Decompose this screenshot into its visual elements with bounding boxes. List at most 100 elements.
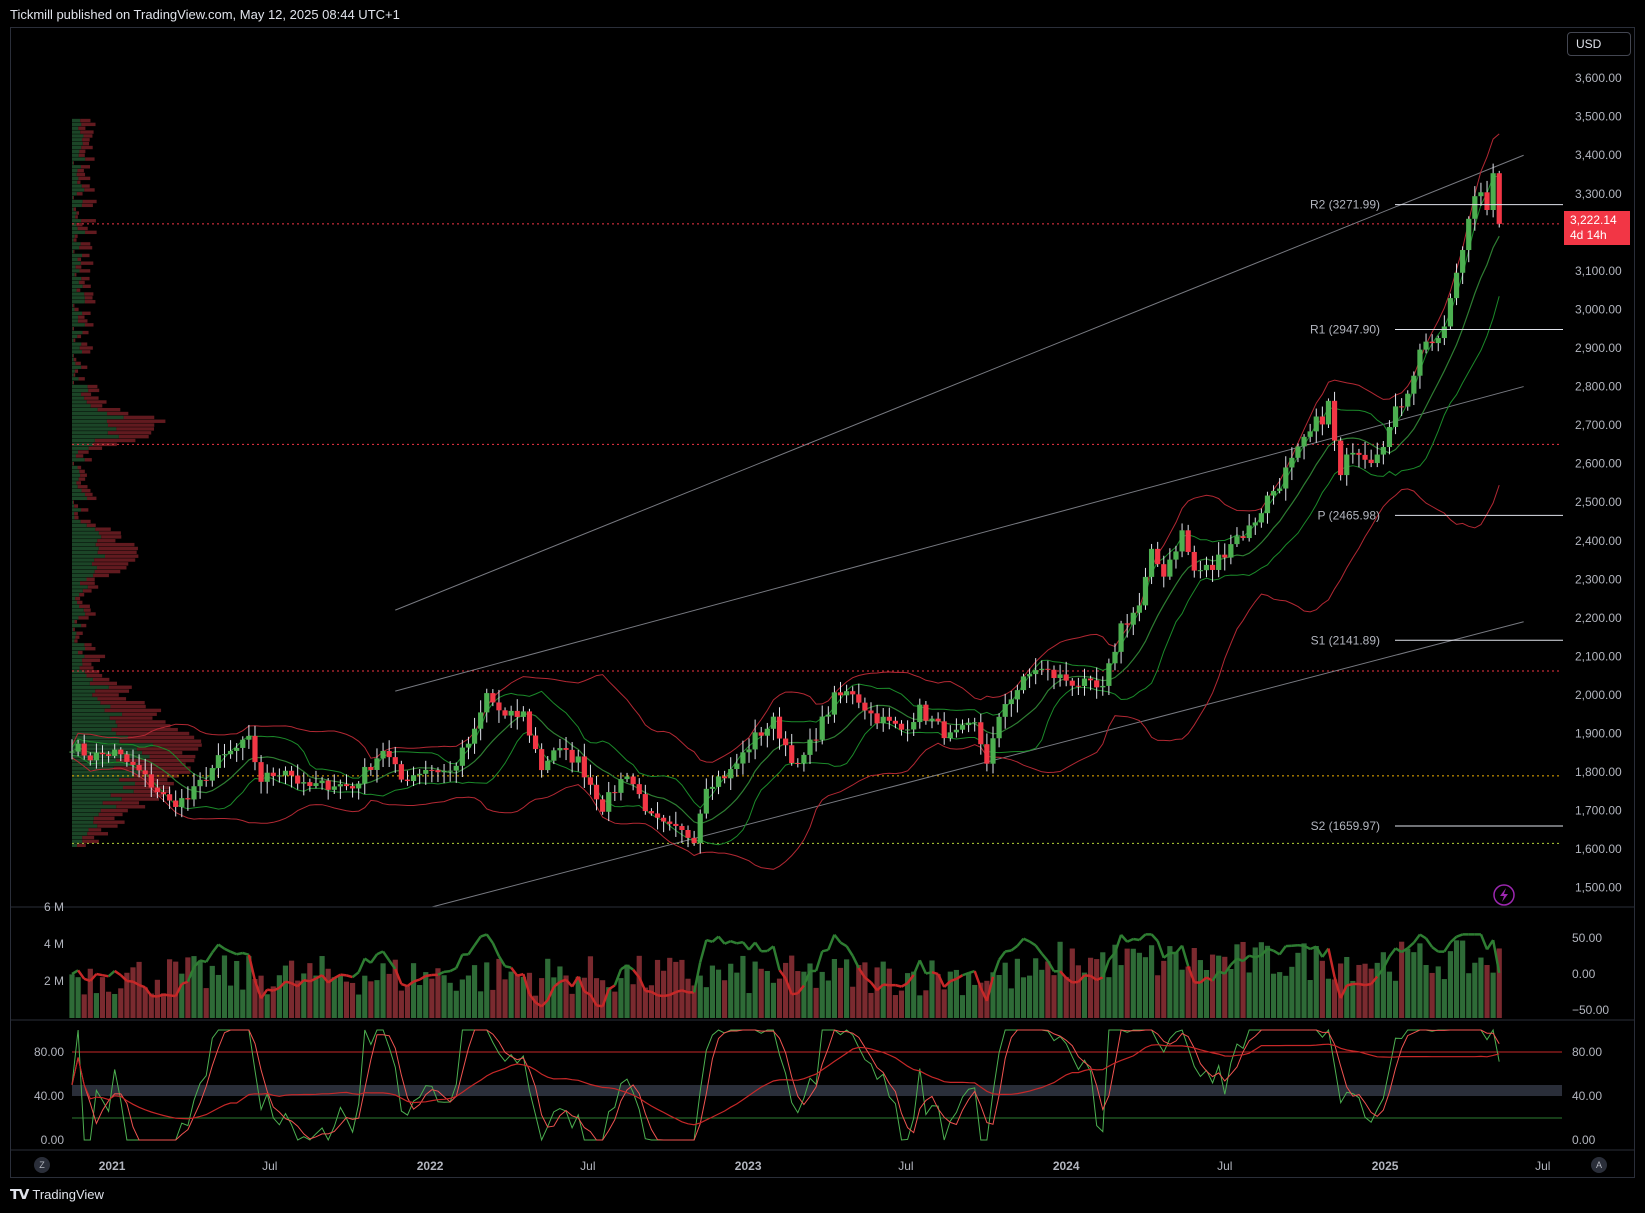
volume-profile-sell (82, 199, 97, 204)
volume-profile-sell (88, 828, 102, 832)
oscillator-line (260, 988, 269, 1000)
volume-profile-buy (72, 573, 94, 578)
volume-profile-buy (72, 357, 74, 362)
volume-profile-buy (72, 280, 79, 285)
oscillator-line (83, 977, 91, 983)
volume-bar (1209, 954, 1216, 1018)
zoom-reset-button[interactable]: Z (34, 1157, 50, 1173)
currency-button[interactable]: USD (1567, 32, 1631, 56)
oscillator-line (1449, 935, 1458, 944)
oscillator-line (199, 959, 207, 964)
volume-profile-sell (77, 334, 82, 339)
volume-bar (990, 972, 996, 1018)
volume-profile-sell (75, 635, 80, 639)
time-tick-label: 2023 (735, 1159, 762, 1173)
volume-profile (72, 118, 202, 848)
oscillator-line (1443, 941, 1452, 953)
volume-profile-sell (122, 785, 170, 790)
oscillator-line (425, 973, 433, 978)
volume-profile-buy (72, 566, 97, 570)
candle-body (1179, 530, 1185, 552)
oscillator-line (473, 935, 482, 947)
candle-body (349, 786, 356, 789)
candle-body (1118, 623, 1124, 652)
volume-profile-sell (138, 770, 191, 774)
volume-profile-sell (76, 192, 83, 196)
price-tick-label: 2,600.00 (1575, 457, 1622, 471)
candle-body (258, 762, 264, 782)
volume-bar (252, 979, 258, 1018)
oscillator-line (851, 955, 860, 969)
volume-profile-buy (72, 253, 83, 258)
candle-body (880, 716, 886, 724)
candle-body (593, 784, 600, 800)
volume-profile-sell (80, 130, 94, 134)
oscillator-line (979, 987, 989, 1002)
volume-profile-buy (72, 793, 111, 797)
volume-bar (331, 977, 337, 1018)
volume-profile-buy (72, 461, 73, 466)
oscillator-line (1321, 947, 1330, 958)
volume-profile-sell (73, 354, 74, 358)
volume-profile-sell (133, 774, 179, 778)
auto-scale-button[interactable]: A (1591, 1157, 1607, 1173)
candle-body (563, 748, 569, 750)
volume-profile-sell (92, 693, 119, 697)
volume-profile-buy (72, 249, 74, 254)
candle-body (947, 732, 953, 739)
volume-profile-buy (72, 407, 98, 412)
candle-body (1234, 536, 1240, 545)
volume-bar (905, 973, 911, 1018)
candle-body (990, 738, 996, 764)
oscillator-line (962, 971, 970, 977)
candle-body (465, 743, 472, 748)
volume-profile-buy (72, 157, 86, 161)
volume-bar (1277, 972, 1283, 1018)
candle-body (825, 714, 831, 717)
volume-bar (661, 970, 667, 1018)
volume-profile-buy (72, 396, 85, 400)
candle-body (612, 792, 618, 794)
volume-bar (203, 988, 209, 1018)
volume-profile-buy (72, 423, 108, 427)
volume-profile-buy (72, 288, 77, 292)
oscillator-line (181, 980, 189, 986)
candle-body (392, 757, 398, 765)
candle-body (337, 784, 343, 787)
volume-bar (929, 960, 935, 1018)
oscillator-line (1138, 933, 1147, 941)
candle-body (1197, 570, 1203, 572)
volume-profile-sell (76, 211, 80, 215)
candle-body (490, 693, 496, 703)
volume-profile-buy (72, 739, 120, 743)
candle-body (179, 798, 185, 807)
volume-bar (1020, 977, 1027, 1018)
candle-body (1222, 554, 1228, 558)
price-axis[interactable]: 1,500.00 1,600.00 1,700.00 1,800.00 1,900.00… (11, 71, 1634, 1151)
volume-bar (185, 957, 191, 1018)
volume-profile-buy (72, 380, 73, 385)
candle-body (380, 750, 386, 759)
volume-profile-sell (78, 450, 89, 454)
oscillator-line (1163, 952, 1171, 959)
oscillator-line (772, 946, 781, 971)
volume-profile-sell (137, 762, 186, 767)
oscillator-line (102, 973, 109, 978)
volume-bar (1356, 964, 1362, 1018)
oscillator-line (413, 978, 421, 983)
oscillator-line (546, 986, 555, 1001)
volume-profile-sell (84, 670, 100, 674)
candle-body (1228, 544, 1234, 558)
candle-body (1460, 250, 1466, 273)
volume-profile-buy (72, 643, 85, 647)
channel-line (431, 621, 1524, 908)
time-axis[interactable]: 2021 Jul 2022 Jul 2023 Jul 2024 Jul 2025 Jul (99, 884, 1551, 1173)
volume-profile-sell (80, 242, 91, 246)
volume-profile-buy (72, 334, 78, 339)
time-tick-label: 2024 (1053, 1159, 1080, 1173)
candle-body (1063, 674, 1069, 681)
oscillator-line (394, 968, 403, 985)
volume-profile-buy (72, 508, 82, 512)
volume-profile-buy (72, 650, 78, 655)
